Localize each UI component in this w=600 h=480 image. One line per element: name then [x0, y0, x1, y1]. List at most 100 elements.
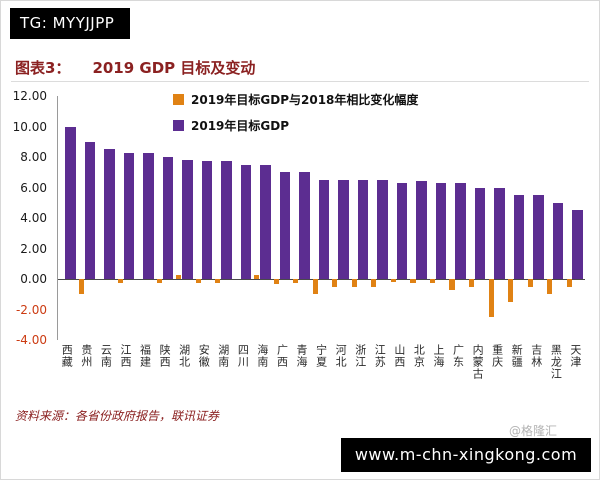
- x-tick-label: 黑龙江: [549, 344, 563, 380]
- change-bar: [332, 279, 338, 287]
- target-bar: [396, 182, 408, 279]
- change-bar: [371, 279, 377, 287]
- y-tick-label: 0.00: [20, 272, 47, 286]
- x-tick-label: 云南: [99, 344, 113, 368]
- target-bar: [513, 195, 525, 279]
- change-bar: [254, 275, 260, 279]
- target-bar: [162, 157, 174, 279]
- bar-group: [156, 96, 176, 340]
- y-tick-label: 8.00: [20, 150, 47, 164]
- x-tick-label: 青海: [295, 344, 309, 368]
- x-tick-label: 陕西: [158, 344, 172, 368]
- bar-group: [351, 96, 371, 340]
- bar-group: [292, 96, 312, 340]
- target-bar: [240, 164, 252, 279]
- target-bar: [494, 187, 505, 279]
- bar-group: [214, 96, 234, 340]
- x-tick-label: 宁夏: [314, 344, 328, 368]
- change-bar: [410, 279, 416, 283]
- target-bar: [84, 141, 96, 279]
- target-bar: [474, 187, 486, 279]
- target-bar: [455, 182, 466, 279]
- bar-group: [370, 96, 390, 340]
- zero-axis-line: [58, 279, 585, 280]
- bar-group: [429, 96, 449, 340]
- x-tick-label: 浙江: [353, 344, 367, 368]
- y-tick-label: -4.00: [15, 333, 47, 347]
- target-bar: [104, 149, 115, 279]
- x-tick-label: 福建: [138, 344, 152, 368]
- x-tick-label: 新疆: [510, 344, 524, 368]
- tg-badge: TG: MYYJJPP: [10, 8, 131, 39]
- y-tick-label: -2.00: [15, 302, 47, 317]
- change-bar: [312, 279, 318, 295]
- x-tick-label: 四川: [236, 344, 250, 368]
- target-bar: [357, 179, 369, 279]
- y-tick-label: 12.00: [12, 89, 47, 103]
- x-tick-label: 上海: [431, 344, 445, 368]
- chart-legend: 2019年目标GDP与2018年相比变化幅度 2019年目标GDP: [173, 91, 418, 143]
- x-tick-label: 西藏: [60, 344, 74, 368]
- plot-columns: [58, 96, 585, 340]
- bar-group: [409, 96, 429, 340]
- target-bar: [123, 153, 135, 279]
- legend-swatch-icon: [173, 94, 184, 105]
- y-tick-label: 4.00: [20, 211, 47, 225]
- y-axis: 12.00 10.00 8.00 6.00 4.00 2.00 0.00 -2.00 -4.00: [7, 89, 53, 347]
- change-bar: [351, 279, 357, 287]
- x-tick-label: 湖北: [177, 344, 191, 368]
- change-bar: [527, 279, 533, 287]
- target-bar: [338, 179, 349, 279]
- target-bar: [377, 179, 388, 279]
- change-bar: [273, 279, 279, 284]
- bar-group: [195, 96, 215, 340]
- bar-group: [565, 96, 585, 340]
- source-note: 资料来源：各省份政府报告，联讯证券: [15, 409, 220, 423]
- chart-title: 图表3： 2019 GDP 目标及变动: [15, 57, 255, 78]
- bar-group: [526, 96, 546, 340]
- target-bar: [221, 160, 232, 279]
- x-tick-label: 海南: [255, 344, 269, 368]
- change-bar: [488, 279, 494, 318]
- target-bar: [435, 182, 447, 279]
- x-tick-label: 广西: [275, 344, 289, 368]
- bar-group: [234, 96, 254, 340]
- change-bar: [508, 279, 514, 302]
- y-tick-label: 10.00: [12, 119, 47, 134]
- change-bar: [429, 279, 436, 283]
- change-bar: [215, 279, 221, 283]
- change-bar: [156, 279, 162, 283]
- bar-group: [175, 96, 195, 340]
- target-bar: [416, 181, 427, 279]
- legend-label: 2019年目标GDP: [191, 119, 290, 133]
- bar-group: [253, 96, 273, 340]
- x-tick-label: 江苏: [373, 344, 387, 368]
- bar-group: [468, 96, 488, 340]
- bar-group: [448, 96, 468, 340]
- legend-swatch-icon: [173, 120, 184, 131]
- bar-group: [546, 96, 566, 340]
- x-axis-labels: 西藏 贵州 云南 江西 福建 陕西 湖北 安徽 湖南 四川 海南 广西 青海 宁夏 河北 浙江 江苏 山西 北京 上海…: [57, 344, 585, 402]
- bar-group: [390, 96, 410, 340]
- x-tick-label: 北京: [412, 344, 426, 368]
- bar-group: [273, 96, 293, 340]
- chart-label-prefix: 图表3：: [15, 59, 71, 77]
- bar-group: [78, 96, 98, 340]
- bar-group: [117, 96, 137, 340]
- change-bar: [195, 279, 201, 283]
- change-bar: [176, 275, 182, 279]
- x-tick-label: 山西: [392, 344, 406, 368]
- change-bar: [468, 279, 475, 287]
- target-bar: [65, 126, 76, 279]
- plot-area: [57, 96, 585, 340]
- change-bar: [78, 279, 84, 295]
- change-bar: [566, 279, 572, 287]
- target-bar: [182, 160, 193, 279]
- target-bar: [572, 210, 583, 279]
- target-bar: [201, 160, 213, 279]
- x-tick-label: 江西: [118, 344, 132, 368]
- title-divider: [11, 81, 589, 82]
- x-tick-label: 内蒙古: [471, 344, 485, 380]
- bar-group: [58, 96, 78, 340]
- x-tick-label: 安徽: [197, 344, 211, 368]
